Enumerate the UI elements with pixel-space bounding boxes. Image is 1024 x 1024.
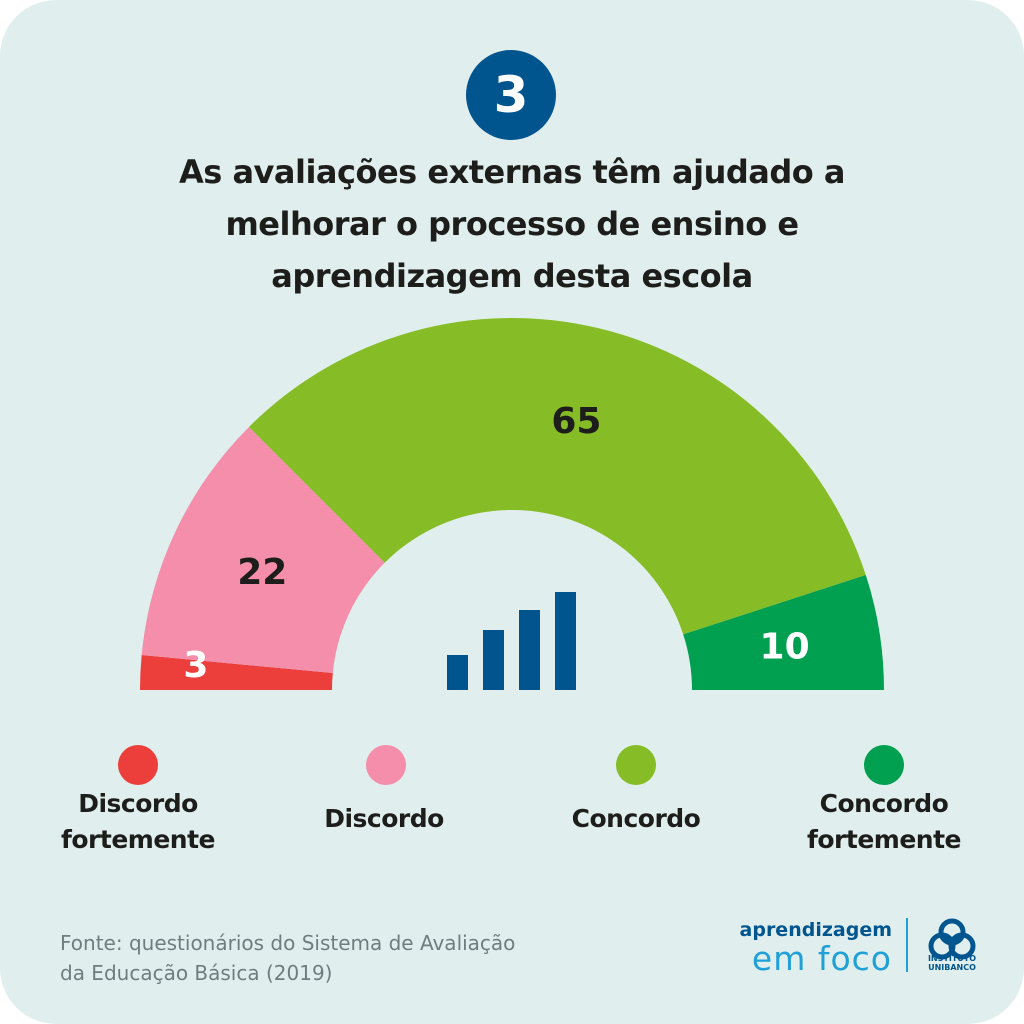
logo-divider — [906, 918, 908, 972]
bar-chart-icon — [447, 592, 576, 690]
bar-chart-icon-bar-3 — [519, 610, 540, 690]
bar-chart-icon-bar-2 — [483, 630, 504, 690]
slice-concordo — [248, 317, 866, 635]
source-line-1: Fonte: questionários do Sistema de Avali… — [60, 931, 516, 955]
logo-bottom-text: em foco — [751, 939, 892, 978]
number-badge: 3 — [466, 50, 556, 140]
source-note: Fonte: questionários do Sistema de Avali… — [60, 928, 620, 988]
aprendizagem-em-foco-logo: aprendizagem em foco — [700, 918, 892, 976]
legend-dot-discordo — [366, 745, 406, 785]
logo-top-text: aprendizagem — [739, 919, 892, 941]
slice-concordo-fortemente — [683, 575, 884, 690]
legend-dot-concordo-fortemente — [864, 745, 904, 785]
source-line-2: da Educação Básica (2019) — [60, 961, 333, 985]
title-line-1: As avaliações externas têm ajudado a — [178, 153, 846, 191]
bar-chart-icon-bar-1 — [447, 655, 468, 690]
slice-discordo-fortemente — [140, 654, 333, 690]
chart-slices — [140, 317, 884, 690]
logo-brand-line-1: INSTITUTO — [927, 954, 977, 963]
legend-label-discordo-fortemente: Discordo fortemente — [61, 789, 216, 854]
title-line-2: melhorar o processo de ensino e — [225, 205, 799, 243]
value-label-concordo: 65 — [551, 401, 601, 442]
bar-chart-icon-bar-4 — [555, 592, 576, 690]
value-label-concordo-fortemente: 10 — [760, 626, 810, 667]
legend-label-concordo-fortemente: Concordo fortemente — [807, 789, 962, 854]
title-line-3: aprendizagem desta escola — [271, 257, 753, 295]
chart-value-labels: 3 22 65 10 — [183, 401, 809, 686]
legend-label-concordo: Concordo — [571, 804, 701, 833]
chart-title: As avaliações externas têm ajudado a mel… — [80, 146, 944, 302]
value-label-discordo-fortemente: 3 — [183, 645, 208, 686]
instituto-unibanco-logo-icon — [928, 918, 976, 960]
value-label-discordo: 22 — [237, 552, 287, 593]
logo-brand-line-2: UNIBANCO — [928, 963, 976, 972]
slice-discordo — [141, 426, 385, 674]
legend-dot-discordo-fortemente — [118, 745, 158, 785]
legend-dot-concordo — [616, 745, 656, 785]
legend-label-discordo: Discordo — [324, 804, 444, 833]
badge-number: 3 — [493, 66, 529, 124]
